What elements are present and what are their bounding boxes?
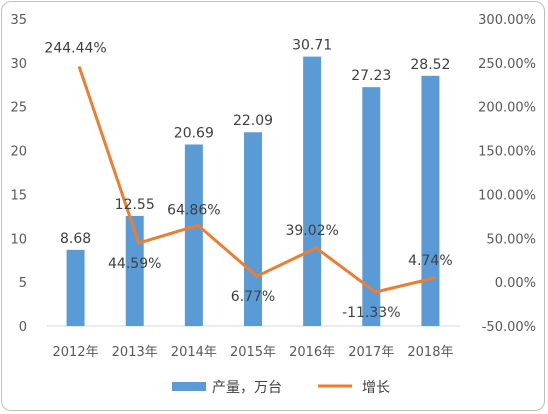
right-tick-label: -50.00% [482, 320, 536, 335]
right-tick-label: 50.00% [486, 232, 536, 247]
line-data-label: 44.59% [108, 256, 161, 272]
bar [184, 144, 203, 326]
line-series [78, 66, 436, 294]
category-tick-label: 2017年 [348, 345, 394, 360]
line-data-label: 244.44% [44, 41, 106, 57]
bar [66, 249, 85, 326]
left-tick-label: 30 [10, 57, 27, 72]
bar-data-label: 8.68 [60, 231, 91, 247]
bar-data-label: 30.71 [292, 38, 332, 54]
category-axis-ticks: 2012年 2013年 2014年 2015年 2016年 2017年 2018年 [53, 345, 454, 360]
line-data-label: 39.02% [285, 223, 338, 239]
left-tick-label: 25 [10, 101, 27, 116]
line-point [432, 276, 436, 280]
left-tick-label: 10 [10, 232, 27, 247]
right-axis-ticks: -50.00% 0.00% 50.00% 100.00% 150.00% 200.00% 2… [478, 13, 536, 335]
legend-line-label: 增长 [362, 380, 390, 396]
bar-data-labels: 8.68 12.55 20.69 22.09 30.71 27.23 28.52 [60, 38, 450, 247]
right-tick-label: 150.00% [478, 145, 536, 160]
legend-bar-swatch [172, 382, 206, 391]
bar-series [66, 56, 440, 327]
line-point [78, 66, 82, 70]
left-axis-ticks: 0 5 10 15 20 25 30 35 [10, 13, 27, 335]
right-tick-label: 200.00% [478, 101, 536, 116]
left-tick-label: 15 [10, 188, 27, 203]
category-tick-label: 2013年 [112, 345, 158, 360]
left-tick-label: 0 [19, 320, 27, 335]
bar-data-label: 20.69 [174, 126, 214, 142]
line-data-label: 64.86% [167, 202, 220, 218]
bar-data-label: 27.23 [351, 68, 391, 84]
line-data-label: -11.33% [342, 305, 400, 321]
line-data-label: 6.77% [231, 289, 275, 305]
right-tick-label: 250.00% [478, 57, 536, 72]
bar [362, 87, 381, 327]
category-tick-label: 2014年 [171, 345, 217, 360]
line-point [137, 241, 141, 245]
line-point [255, 274, 259, 278]
line-data-label: 4.74% [408, 253, 452, 269]
bar [421, 75, 440, 326]
category-tick-label: 2016年 [289, 345, 335, 360]
right-tick-label: 0.00% [495, 276, 536, 291]
right-tick-label: 300.00% [478, 13, 536, 28]
category-tick-label: 2018年 [407, 345, 453, 360]
bar-data-label: 28.52 [410, 57, 450, 73]
legend-bar-label: 产量，万台 [212, 380, 282, 396]
bar-data-label: 12.55 [115, 197, 155, 213]
bar [303, 56, 322, 327]
bar-data-label: 22.09 [233, 113, 273, 129]
line-point [196, 223, 200, 227]
category-tick-label: 2015年 [230, 345, 276, 360]
legend: 产量，万台 增长 [172, 380, 390, 396]
line-point [314, 246, 318, 250]
left-tick-label: 35 [10, 13, 27, 28]
right-tick-label: 100.00% [478, 188, 536, 203]
left-tick-label: 20 [10, 145, 27, 160]
line-point [373, 290, 377, 294]
line-data-labels: 244.44% 44.59% 64.86% 6.77% 39.02% -11.33% 4.7… [44, 41, 452, 321]
category-tick-label: 2012年 [53, 345, 99, 360]
left-tick-label: 5 [19, 276, 27, 291]
